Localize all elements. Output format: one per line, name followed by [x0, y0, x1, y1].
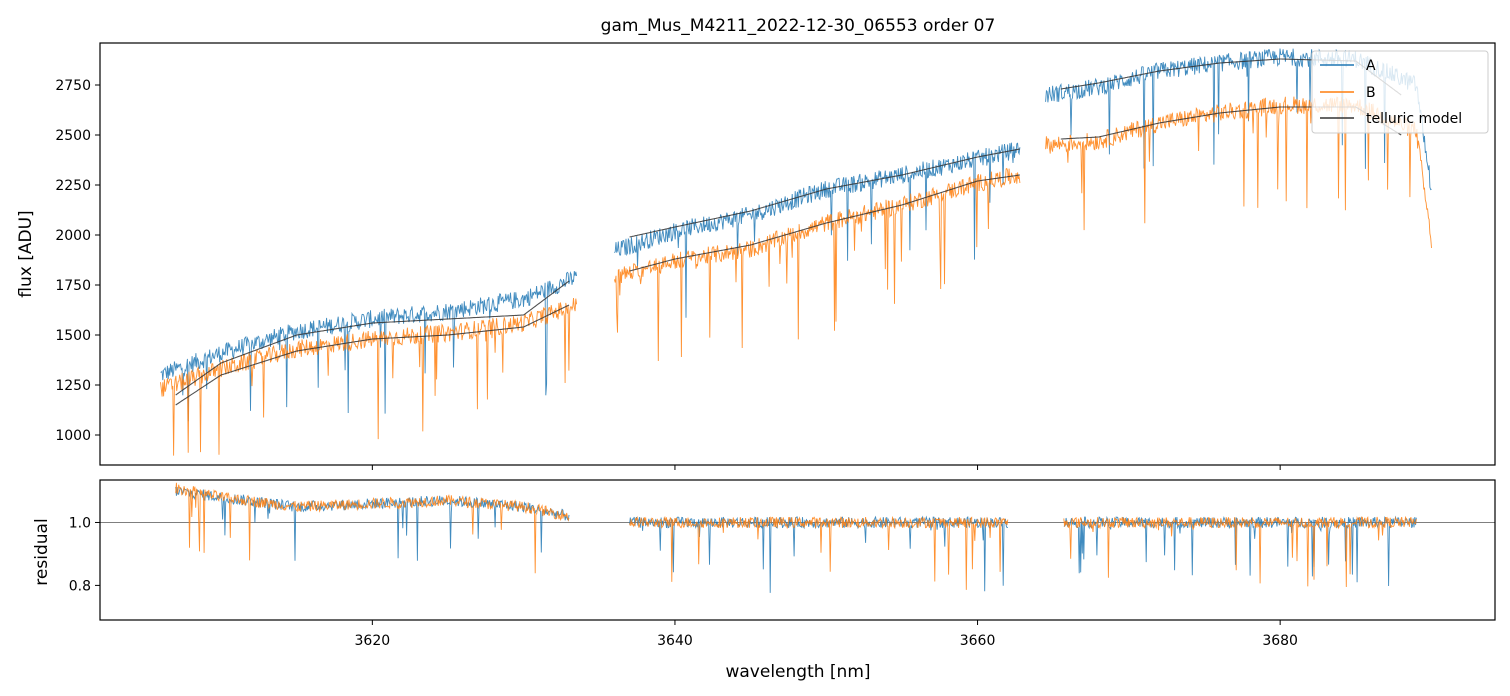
residual-x-label: wavelength [nm] — [725, 662, 870, 682]
flux-y-tick-label: 1250 — [55, 378, 91, 394]
legend-box — [1311, 50, 1489, 134]
series-line-b-1 — [629, 515, 1009, 590]
residual-y-tick-label: 0.8 — [69, 578, 91, 594]
series-line-b-2 — [1063, 515, 1417, 588]
legend-label-b: B — [1366, 85, 1376, 101]
legend: A B telluric model — [1311, 50, 1489, 134]
legend-label-telluric: telluric model — [1366, 111, 1462, 127]
residual-y-tick-label: 1.0 — [69, 515, 91, 531]
flux-axes-frame — [99, 42, 1496, 466]
series-line-telluric-model-3 — [629, 174, 1020, 272]
flux-x-ticks — [371, 465, 1281, 470]
series-line-telluric-model-0 — [175, 280, 570, 396]
flux-y-tick-label: 1500 — [55, 328, 91, 344]
residual-x-tick-label: 3680 — [1262, 633, 1298, 649]
series-line-telluric-model-1 — [175, 304, 570, 406]
flux-y-tick-label: 2000 — [55, 228, 91, 244]
flux-y-tick-label: 1750 — [55, 278, 91, 294]
flux-y-tick-label: 2250 — [55, 178, 91, 194]
residual-axes-frame — [99, 479, 1496, 621]
series-line-b-1 — [613, 167, 1021, 362]
residual-panel: 0.8 1.0 3620 3640 3660 3680 residual wavelen… — [32, 479, 1496, 682]
flux-y-tick-label: 2500 — [55, 128, 91, 144]
residual-x-tick-label: 3660 — [960, 633, 996, 649]
legend-label-a: A — [1366, 58, 1376, 74]
chart-title: gam_Mus_M4211_2022-12-30_06553 order 07 — [601, 16, 996, 36]
residual-y-ticks: 0.8 1.0 — [69, 515, 100, 594]
residual-y-label: residual — [32, 518, 52, 585]
flux-y-tick-label: 1000 — [55, 428, 91, 444]
residual-x-tick-label: 3640 — [657, 633, 693, 649]
series-line-b-0 — [160, 297, 578, 456]
residual-series-group — [175, 482, 1417, 593]
flux-y-tick-label: 2750 — [55, 78, 91, 94]
flux-panel: 1000 1250 1500 1750 2000 2250 2500 2750 flux [A… — [16, 42, 1496, 470]
series-line-b-0 — [175, 482, 570, 574]
series-line-telluric-model-2 — [629, 148, 1020, 238]
flux-y-ticks: 1000 1250 1500 1750 2000 2250 2500 2750 — [55, 78, 100, 444]
residual-x-ticks: 3620 3640 3660 3680 — [355, 620, 1298, 649]
residual-x-tick-label: 3620 — [355, 633, 391, 649]
flux-y-label: flux [ADU] — [16, 210, 36, 297]
series-line-a-0 — [160, 271, 578, 422]
